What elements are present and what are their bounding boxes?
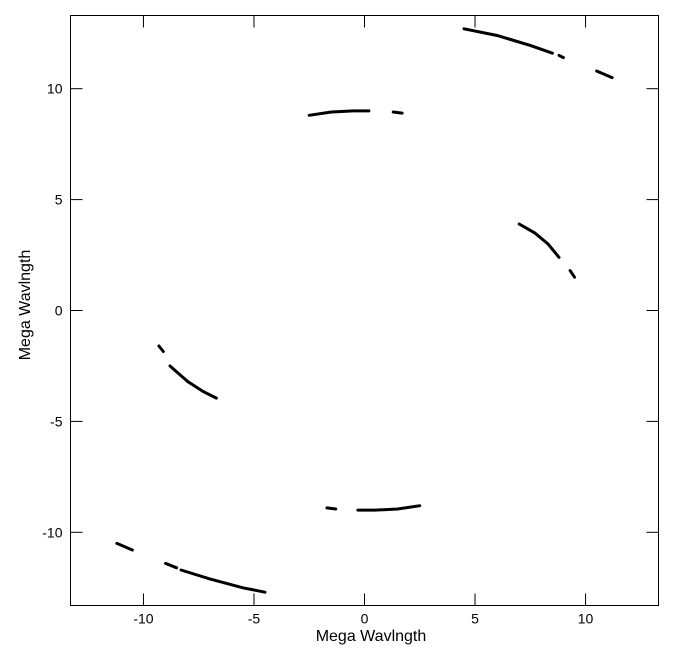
axis-ticks [70,15,659,606]
x-axis-label: Mega Wavlngth [316,628,427,645]
uv-tracks [115,27,614,594]
tick-labels: -10 -5 0 5 10 -10 -5 0 5 10 [42,81,593,627]
uv-track-segment [325,506,338,511]
x-tick-label: -5 [248,611,261,627]
y-tick-label: -5 [50,413,63,429]
uv-track-segment [164,561,179,570]
x-tick-label: -10 [133,611,153,627]
x-tick-label: 5 [471,611,479,627]
uv-track-segment [595,69,614,80]
uv-track-segment [179,568,267,594]
uv-track-segment [356,504,422,512]
y-tick-label: 5 [55,192,63,208]
y-tick-label: 0 [55,303,63,319]
x-tick-label: 0 [361,611,369,627]
y-axis-label: Mega Wavlngth [17,250,34,361]
uv-track-segment [557,53,565,60]
uv-track-segment [168,364,218,400]
y-tick-label: 10 [47,81,63,97]
uv-track-segment [115,541,134,552]
x-tick-label: 10 [578,611,594,627]
uv-track-segment [157,344,165,353]
uv-track-segment [307,109,371,117]
plot-frame [70,15,659,606]
uv-track-segment [462,27,554,55]
uv-track-segment [517,222,561,259]
y-tick-label: -10 [42,524,62,540]
uv-track-segment [391,110,404,115]
uv-track-segment [568,269,576,279]
